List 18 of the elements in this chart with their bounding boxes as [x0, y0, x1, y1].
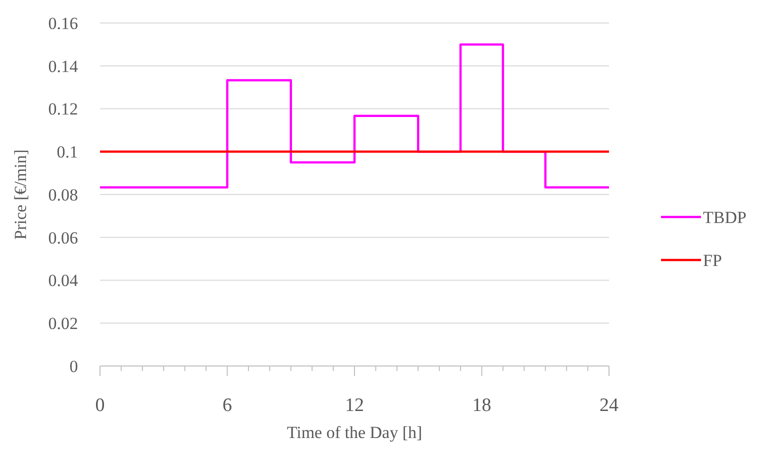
x-tick-label: 0 [95, 395, 105, 416]
y-tick-label: 0.16 [48, 14, 78, 33]
y-tick-label: 0.06 [48, 228, 78, 248]
y-tick-label: 0.08 [48, 185, 78, 204]
y-tick-label: 0.1 [56, 142, 78, 162]
x-axis-title: Time of the Day [h] [286, 423, 422, 442]
x-tick-label: 18 [472, 395, 492, 416]
x-tick-label: 6 [222, 395, 232, 416]
y-axis-title: Price [€/min] [11, 149, 30, 240]
legend-label: FP [703, 250, 722, 270]
y-tick-label: 0 [70, 356, 78, 376]
y-tick-label: 0.02 [48, 314, 78, 334]
y-tick-label: 0.04 [48, 271, 78, 290]
y-tick-label: 0.12 [48, 100, 78, 119]
y-tick-label: 0.14 [48, 56, 78, 76]
legend-label: TBDP [703, 208, 746, 227]
x-tick-label: 24 [600, 395, 619, 416]
x-tick-label: 12 [345, 395, 364, 416]
